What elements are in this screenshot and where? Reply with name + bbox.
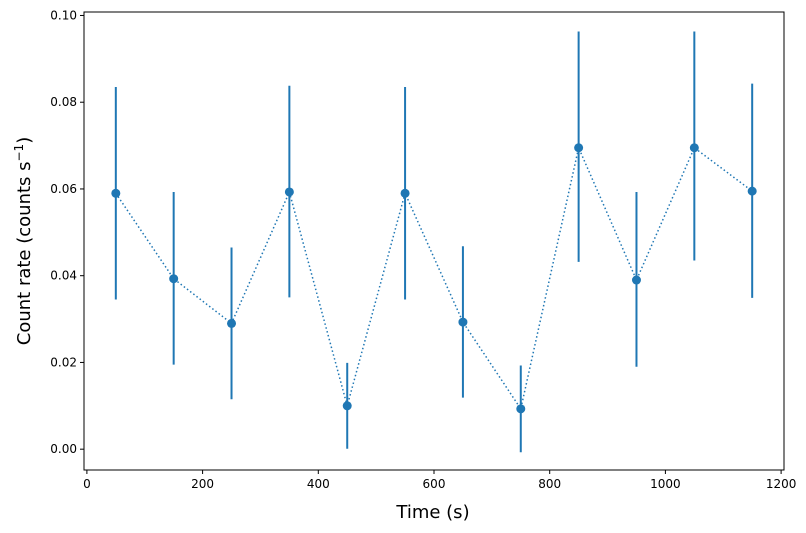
data-point	[458, 317, 468, 327]
y-tick-label: 0.00	[50, 442, 77, 456]
y-axis: 0.00 0.02 0.04 0.06 0.08 0.10	[50, 8, 84, 456]
y-tick-label: 0.02	[50, 355, 77, 369]
y-axis-label: Count rate (counts s−1)	[12, 137, 35, 345]
x-tick-label: 400	[307, 477, 330, 491]
x-tick-label: 200	[191, 477, 214, 491]
data-point	[689, 143, 699, 153]
x-tick-label: 800	[538, 477, 561, 491]
x-axis: 0 200 400 600 800 1000 1200	[83, 470, 796, 491]
data-point	[574, 143, 584, 153]
data-point	[227, 318, 237, 328]
y-tick-label: 0.04	[50, 269, 77, 283]
y-axis-label-prefix: Count rate (counts s	[14, 161, 35, 345]
y-tick-label: 0.10	[50, 8, 77, 22]
data-point	[169, 274, 179, 284]
x-tick-label: 0	[83, 477, 91, 491]
x-tick-label: 1200	[766, 477, 797, 491]
series-line	[115, 145, 753, 411]
x-tick-label: 600	[423, 477, 446, 491]
plot-area	[111, 31, 757, 453]
data-point	[631, 275, 641, 285]
x-tick-label: 1000	[650, 477, 681, 491]
y-tick-label: 0.08	[50, 95, 77, 109]
y-tick-label: 0.06	[50, 182, 77, 196]
data-point	[400, 188, 410, 198]
data-point	[516, 404, 526, 414]
data-point	[747, 186, 757, 196]
axes-frame	[83, 11, 785, 471]
data-point	[342, 401, 352, 411]
y-axis-label-suffix: )	[14, 137, 35, 144]
data-point	[111, 188, 121, 198]
x-axis-label: Time (s)	[395, 502, 469, 523]
y-axis-label-superscript: −1	[12, 144, 26, 162]
data-point	[284, 187, 294, 197]
